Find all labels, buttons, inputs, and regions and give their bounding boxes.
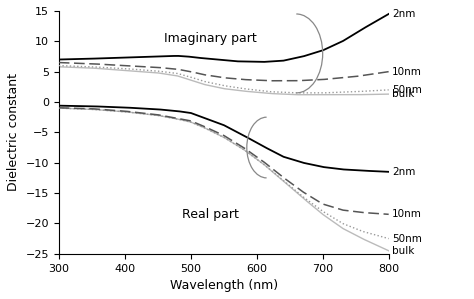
Text: 10nm: 10nm — [392, 209, 422, 219]
Text: Imaginary part: Imaginary part — [164, 32, 257, 45]
Text: bulk: bulk — [392, 89, 414, 99]
X-axis label: Wavelength (nm): Wavelength (nm) — [170, 279, 278, 292]
Text: bulk: bulk — [392, 246, 414, 256]
Text: Real part: Real part — [182, 208, 239, 221]
Text: 2nm: 2nm — [392, 9, 415, 19]
Text: 10nm: 10nm — [392, 67, 422, 77]
Text: 50nm: 50nm — [392, 234, 422, 244]
Text: 2nm: 2nm — [392, 167, 415, 177]
Text: 50nm: 50nm — [392, 85, 422, 95]
Y-axis label: Dielectric constant: Dielectric constant — [7, 73, 20, 191]
